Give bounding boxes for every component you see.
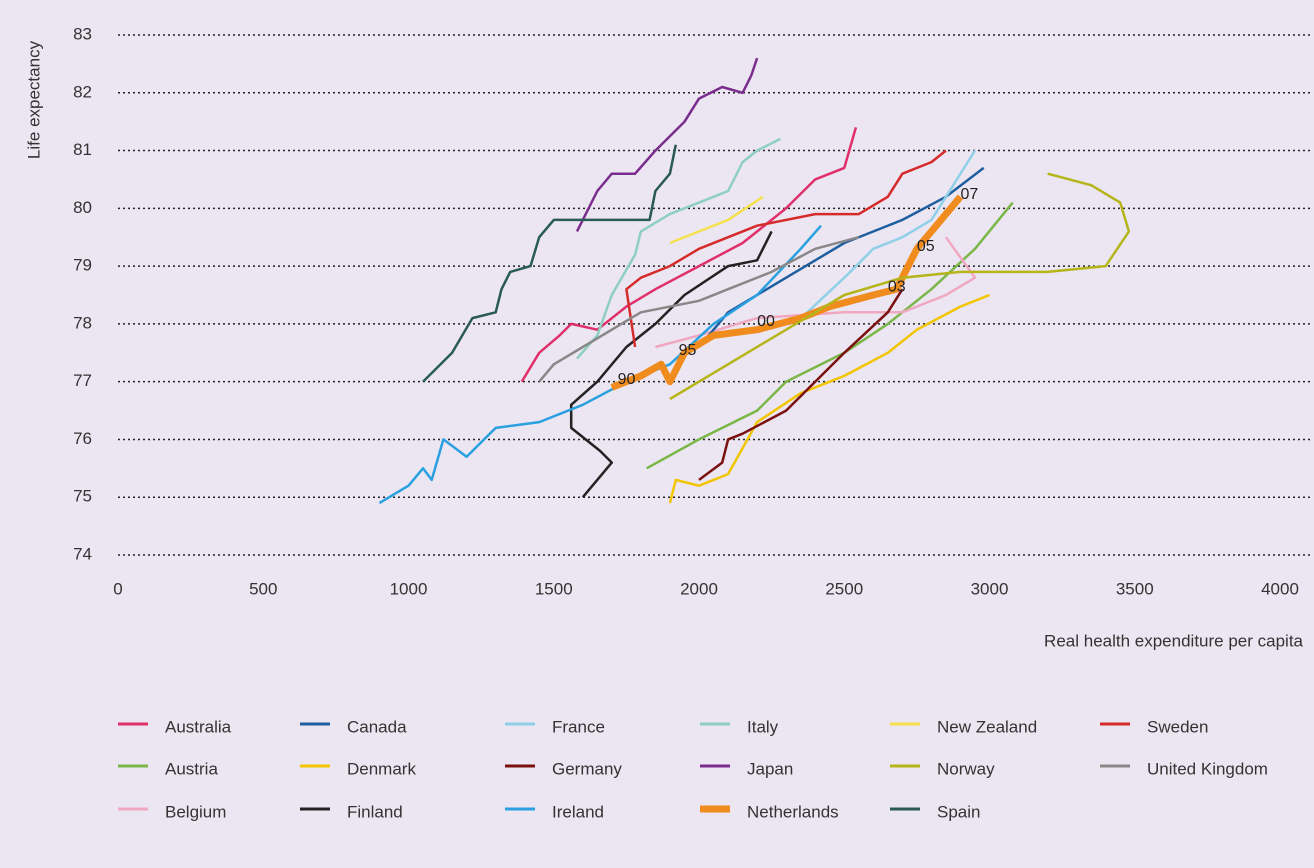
legend-label: Norway: [937, 759, 995, 778]
legend-label: Ireland: [552, 802, 604, 821]
legend-label: France: [552, 717, 605, 736]
series-line: [669, 172, 1131, 401]
annotation: 90: [618, 371, 636, 388]
series-line: [655, 236, 977, 349]
y-tick-label: 75: [73, 487, 92, 506]
x-tick-label: 2000: [680, 579, 718, 598]
series-line: [794, 149, 977, 325]
y-axis-label: Life expectancy: [24, 40, 43, 159]
annotation: 03: [888, 278, 906, 295]
annotation: 00: [757, 313, 775, 330]
series-line: [625, 149, 947, 348]
legend-label: Netherlands: [747, 802, 839, 821]
annotation: 95: [679, 342, 697, 359]
annotation: 05: [917, 238, 935, 255]
legend-label: Finland: [347, 802, 403, 821]
series-line: [575, 57, 759, 232]
series-line: [538, 235, 860, 383]
x-tick-label: 0: [113, 579, 122, 598]
series-line: [569, 230, 773, 499]
y-tick-label: 81: [73, 140, 92, 159]
x-tick-label: 3500: [1116, 579, 1154, 598]
x-tick-label: 2500: [825, 579, 863, 598]
series-line: [378, 224, 822, 505]
series-line: [610, 194, 964, 391]
x-tick-label: 4000: [1261, 579, 1299, 598]
y-tick-label: 82: [73, 82, 92, 101]
legend-label: Australia: [165, 717, 232, 736]
legend-label: Spain: [937, 802, 980, 821]
annotation: 07: [960, 186, 978, 203]
legend-label: Japan: [747, 759, 793, 778]
x-tick-label: 3000: [971, 579, 1009, 598]
x-axis-label: Real health expenditure per capita: [1044, 631, 1303, 650]
y-tick-label: 74: [73, 544, 92, 563]
y-tick-label: 78: [73, 313, 92, 332]
series-line: [698, 288, 904, 481]
x-tick-label: 1000: [390, 579, 428, 598]
series-line: [668, 293, 990, 504]
legend-label: Italy: [747, 717, 779, 736]
y-tick-label: 80: [73, 198, 92, 217]
series-line: [669, 195, 764, 245]
y-tick-label: 79: [73, 256, 92, 275]
legend-label: Austria: [165, 759, 218, 778]
legend-label: Germany: [552, 759, 622, 778]
x-tick-label: 1500: [535, 579, 573, 598]
x-tick-label: 500: [249, 579, 277, 598]
series-line: [576, 137, 781, 360]
legend-label: United Kingdom: [1147, 759, 1268, 778]
series-line: [698, 166, 985, 348]
y-tick-label: 83: [73, 24, 92, 43]
series-line: [520, 127, 858, 383]
legend-label: Denmark: [347, 759, 416, 778]
y-tick-label: 77: [73, 371, 92, 390]
legend-label: Sweden: [1147, 717, 1208, 736]
legend-label: New Zealand: [937, 717, 1037, 736]
y-tick-label: 76: [73, 429, 92, 448]
series-line: [422, 144, 678, 383]
legend-label: Canada: [347, 717, 407, 736]
legend-label: Belgium: [165, 802, 226, 821]
